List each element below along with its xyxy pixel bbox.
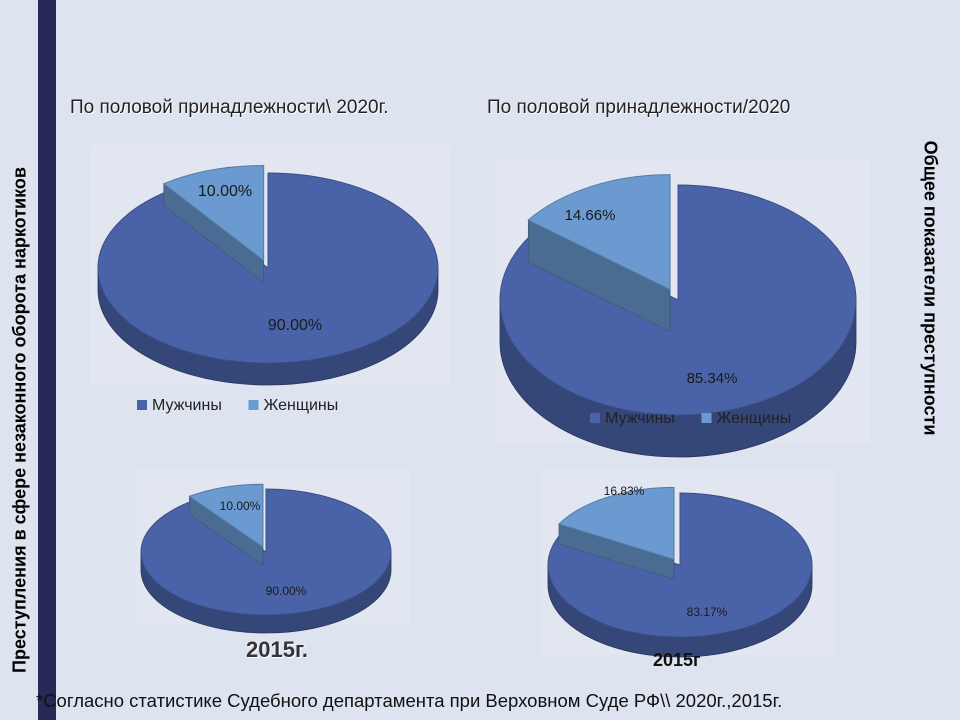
footnote: *Согласно статистике Судебного департаме… [36, 690, 783, 711]
left-accent-bar [38, 0, 56, 720]
pie1-legend-swatch-1 [137, 400, 147, 410]
pie2-legend-swatch-2 [701, 413, 712, 423]
pie2-legend-label-1: Мужчины [605, 410, 675, 427]
pie4-slice-2 [558, 486, 675, 561]
pie4-slice-1 [547, 492, 813, 638]
chart-year-label-3: 2015г. [246, 637, 309, 662]
pie1-label-2: 10.00% [198, 183, 252, 200]
pie2-slice-1 [499, 184, 857, 416]
pie1-slice-2 [162, 165, 265, 262]
pie2-label-1: 85.34% [687, 370, 738, 387]
pie1-legend-swatch-2 [248, 400, 259, 410]
chart-title-2: По половой принадлежности/2020 [487, 97, 791, 118]
pie3-label-1: 90.00% [266, 584, 307, 598]
chart-title-1: По половой принадлежности\ 2020г. [70, 97, 389, 118]
pie3-slice-2 [188, 483, 264, 549]
pie2-legend-label-2: Женщины [717, 410, 792, 427]
pie1-slice-1 [97, 172, 439, 364]
pie4-label-1: 83.17% [687, 605, 728, 619]
pie1-legend-label-1: Мужчины [152, 397, 222, 414]
pie1-legend-label-2: Женщины [264, 397, 339, 414]
pie2-legend-swatch-1 [590, 413, 600, 423]
chart-year-label-4: 2015г [653, 650, 701, 670]
pie2-slice-2 [527, 174, 671, 291]
pie2-label-2: 14.66% [565, 207, 616, 224]
pie3-label-2: 10.00% [220, 499, 261, 513]
pie4-label-2: 16.83% [604, 484, 645, 498]
pie1-label-1: 90.00% [268, 317, 322, 334]
